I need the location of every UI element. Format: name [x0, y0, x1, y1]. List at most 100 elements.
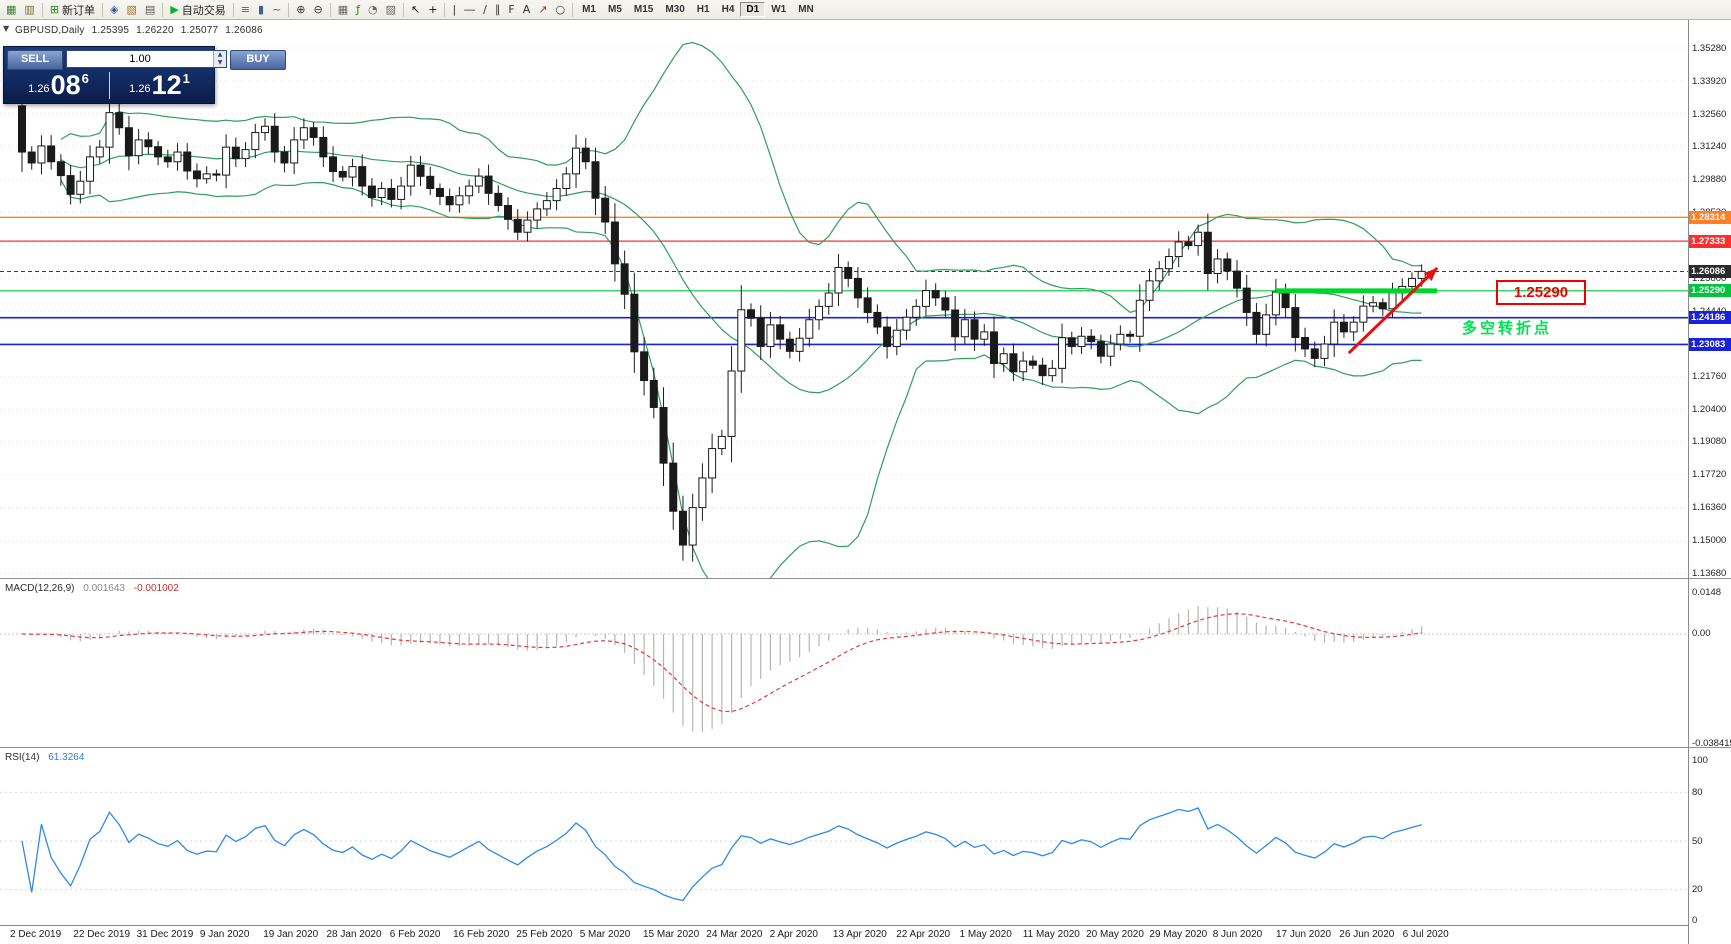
- date-label: 6 Feb 2020: [389, 929, 441, 940]
- price-tick: 1.35280: [1692, 42, 1727, 54]
- bollinger-lower-band[interactable]: [60, 179, 1422, 579]
- rsi-label: RSI(14) 61.3264: [5, 752, 84, 763]
- crosshair-tool-icon[interactable]: +: [424, 3, 441, 17]
- zoom-in-icon[interactable]: ⊕: [292, 3, 309, 17]
- tile-windows-icon[interactable]: ▦: [334, 3, 352, 17]
- symbol-header: GBPUSD,Daily 1.25395 1.26220 1.25077 1.2…: [15, 25, 267, 36]
- fibonacci-tool-icon[interactable]: F: [504, 3, 518, 17]
- date-label: 19 Jan 2020: [263, 929, 319, 940]
- text-tool-icon[interactable]: A: [519, 3, 535, 17]
- date-label: 16 Feb 2020: [453, 929, 510, 940]
- bar-chart-icon[interactable]: ≡: [237, 3, 254, 17]
- date-label: 11 May 2020: [1022, 929, 1080, 940]
- macd-pane-surface[interactable]: [0, 579, 1731, 747]
- trend-arrow[interactable]: [1347, 266, 1439, 355]
- navigator-icon: ▧: [126, 2, 137, 16]
- terminal-icon[interactable]: ▤: [141, 3, 159, 17]
- arrows-tool-icon[interactable]: ↗: [534, 3, 551, 17]
- new-chart-icon: ▦: [6, 2, 17, 16]
- candles[interactable]: [18, 86, 1426, 562]
- main-chart-surface[interactable]: [0, 20, 1731, 579]
- zoom-out-icon[interactable]: ⊖: [310, 3, 327, 17]
- toolbar-separator: [102, 2, 104, 17]
- price-tick: 1.19080: [1692, 436, 1727, 448]
- buy-price[interactable]: 1.26 12 1: [109, 71, 210, 99]
- trendline-tool-icon[interactable]: ∕: [479, 3, 491, 17]
- date-label: 2 Dec 2019: [10, 929, 62, 940]
- toolbar-separator: [572, 2, 574, 17]
- timeframe-mn[interactable]: MN: [798, 4, 814, 15]
- date-label: 13 Apr 2020: [832, 929, 887, 940]
- channel-tool-icon[interactable]: ∥: [491, 3, 505, 17]
- timeframe-d1[interactable]: D1: [740, 2, 766, 17]
- cursor-tool-icon[interactable]: ↖: [407, 3, 424, 17]
- rsi-axis-label: 20: [1692, 884, 1703, 896]
- autotrading-button[interactable]: ▶ 自动交易: [166, 1, 229, 19]
- new-chart-icon[interactable]: ▦: [2, 3, 20, 17]
- timeframe-m1[interactable]: M1: [582, 4, 596, 15]
- timeframe-h4[interactable]: H4: [721, 4, 735, 15]
- crosshair-tool-icon: +: [428, 2, 438, 16]
- main-toolbar: ▦ ▥ ⊞ 新订单 ◈ ▧ ▤ ▶ 自动交易 ≡ ▮ ~ ⊕ ⊖ ▦ ƒ ◔ ▨ ↖ + | ― ∕ ∥ F A ↗ ○ M1 M5 M15…: [0, 0, 1731, 20]
- price-tick: 1.16360: [1692, 502, 1727, 514]
- line-chart-icon[interactable]: ~: [268, 3, 285, 17]
- buy-button[interactable]: BUY: [230, 50, 286, 70]
- rsi-pane-surface[interactable]: [0, 748, 1731, 925]
- macd-title: MACD(12,26,9): [5, 583, 75, 594]
- market-watch-icon[interactable]: ◈: [106, 3, 122, 17]
- turning-point-text[interactable]: 多空转折点: [1462, 320, 1553, 337]
- timeframe-m15[interactable]: M15: [633, 4, 654, 15]
- cursor-tool-icon: ↖: [411, 2, 421, 16]
- timeframe-h1[interactable]: H1: [696, 4, 710, 15]
- bollinger-upper-band[interactable]: [60, 41, 1422, 313]
- periods-icon[interactable]: ◔: [364, 3, 382, 17]
- sell-button[interactable]: SELL: [7, 50, 63, 70]
- autotrading-button-label: 自动交易: [181, 4, 226, 17]
- price-tick: 1.33920: [1692, 75, 1727, 87]
- candlestick-chart-icon[interactable]: ▮: [254, 3, 268, 17]
- indicators-icon[interactable]: ƒ: [352, 3, 364, 17]
- navigator-icon[interactable]: ▧: [123, 3, 141, 17]
- pane-separator[interactable]: [0, 747, 1731, 748]
- vertical-line-tool-icon[interactable]: |: [448, 3, 460, 17]
- bar-chart-icon: ≡: [240, 2, 250, 16]
- date-label: 8 Jun 2020: [1212, 929, 1263, 940]
- indicators-icon: ƒ: [356, 2, 360, 16]
- profiles-icon[interactable]: ▥: [20, 3, 38, 17]
- price-tag-1.24186: 1.24186: [1689, 311, 1731, 325]
- timeframe-m30[interactable]: M30: [665, 4, 685, 15]
- price-tick: 1.31240: [1692, 140, 1727, 152]
- timeframe-w1[interactable]: W1: [771, 4, 787, 15]
- tile-windows-icon: ▦: [337, 2, 349, 16]
- horizontal-line-tool-icon[interactable]: ―: [460, 3, 479, 17]
- timeframe-m5[interactable]: M5: [607, 4, 622, 15]
- price-annotation-box[interactable]: 1.25290: [1496, 280, 1586, 305]
- volume-input[interactable]: [67, 51, 213, 67]
- ohlc-close: 1.26086: [225, 25, 263, 36]
- buy-price-sup: 1: [182, 71, 190, 86]
- one-click-toggle-icon[interactable]: ▼: [3, 24, 10, 33]
- date-label: 22 Dec 2019: [73, 929, 131, 940]
- volume-up-icon[interactable]: ▲: [214, 51, 226, 59]
- terminal-icon: ▤: [144, 2, 156, 16]
- price-tag-1.23083: 1.23083: [1689, 337, 1731, 351]
- pane-separator[interactable]: [0, 578, 1731, 579]
- price-tick: 1.13680: [1692, 567, 1727, 579]
- volume-down-icon[interactable]: ▼: [214, 59, 226, 67]
- shapes-tool-icon: ○: [555, 2, 566, 16]
- date-label: 26 Jun 2020: [1339, 929, 1395, 940]
- price-tag-1.27333: 1.27333: [1689, 234, 1731, 248]
- price-tick: 1.32560: [1692, 108, 1727, 120]
- arrows-tool-icon: ↗: [538, 2, 548, 16]
- rsi-line: [21, 807, 1422, 902]
- macd-axis-label: 0.00: [1692, 628, 1711, 640]
- sell-price[interactable]: 1.26 08 6: [8, 71, 109, 99]
- toolbar-separator: [162, 2, 164, 17]
- date-axis[interactable]: 2 Dec 2019 22 Dec 2019 31 Dec 2019 9 Jan 20…: [0, 925, 1688, 944]
- templates-icon[interactable]: ▨: [382, 3, 400, 17]
- new-order-button[interactable]: ⊞ 新订单: [46, 1, 99, 19]
- shapes-tool-icon[interactable]: ○: [551, 3, 569, 17]
- toolbar-separator: [444, 2, 446, 17]
- horizontal-line-tool-icon: ―: [464, 2, 476, 16]
